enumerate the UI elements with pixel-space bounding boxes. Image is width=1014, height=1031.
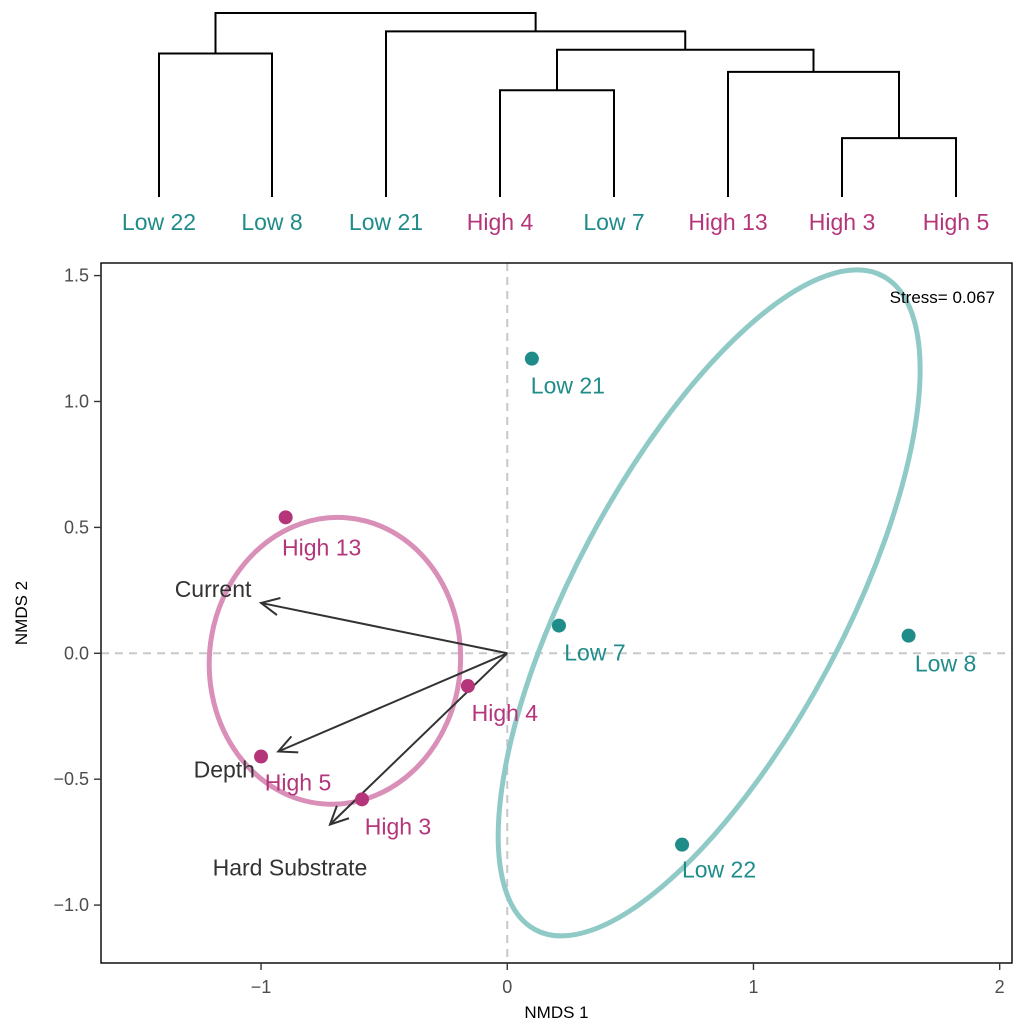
site-point: [460, 679, 475, 694]
stress-annotation: Stress= 0.067: [890, 288, 995, 307]
site-point: [901, 628, 916, 643]
site-point-label: Low 21: [531, 373, 605, 399]
vector-arrowhead: [328, 805, 350, 827]
y-tick-label: 1.0: [64, 391, 89, 411]
ellipse-high: [206, 514, 464, 807]
site-point-label: High 13: [282, 534, 361, 560]
environmental-vectors: Current Depth Hard Substrate: [175, 576, 508, 881]
site-point-label: High 3: [365, 813, 431, 839]
dendrogram-branch: [556, 48, 815, 91]
x-tick-label: 1: [748, 977, 758, 997]
vector-label: Depth: [194, 756, 255, 782]
dendrogram-branch: [214, 12, 537, 54]
ordination-plot: Current Depth Hard Substrate Low 21 High 13…: [12, 262, 1013, 1022]
dendrogram-branch: [727, 70, 900, 197]
site-point-label: Low 8: [915, 651, 976, 677]
y-tick-label: −0.5: [53, 769, 89, 789]
site-point: [675, 837, 690, 852]
vector-arrowhead: [276, 735, 299, 754]
vector-label: Current: [175, 576, 252, 602]
x-tick-label: 2: [995, 977, 1005, 997]
site-point: [524, 351, 539, 366]
dendrogram-branch: [158, 52, 273, 197]
y-tick-label: 0.0: [64, 643, 89, 663]
dendrogram-leaf-label: Low 21: [349, 209, 423, 235]
plot-panel-border: [100, 262, 1013, 964]
dendrogram-leaf-label: High 4: [467, 209, 534, 235]
x-tick-label: 0: [502, 977, 512, 997]
dendrogram-branch: [385, 30, 687, 197]
vector-arrow: [277, 652, 508, 753]
vector-arrowhead: [258, 597, 281, 616]
site-point: [278, 510, 293, 525]
site-point: [354, 792, 369, 807]
site-point-label: High 4: [472, 700, 539, 726]
reference-lines: [101, 263, 1012, 963]
dendrogram-leaf-label: Low 8: [241, 209, 302, 235]
site-point-label: High 5: [265, 770, 331, 796]
site-point-label: Low 7: [564, 640, 625, 666]
x-axis-label: NMDS 1: [524, 1003, 588, 1022]
y-tick-label: −1.0: [53, 895, 89, 915]
dendrogram-leaf-label: High 5: [923, 209, 989, 235]
site-point-label: Low 22: [682, 857, 756, 883]
ellipse-low: [495, 267, 923, 939]
group-ellipses: [206, 267, 923, 939]
y-axis-label: NMDS 2: [12, 581, 31, 645]
dendrogram-leaf-label: High 3: [809, 209, 875, 235]
site-point: [551, 618, 566, 633]
y-tick-label: 1.5: [64, 266, 89, 286]
axes: −1 0 1 2 −1.0 −0.5 0.0 0.5 1.0 1.5: [53, 266, 1004, 997]
site-point: [254, 749, 269, 764]
vector-label: Hard Substrate: [213, 855, 368, 881]
dendrogram-branch: [499, 89, 615, 197]
y-tick-label: 0.5: [64, 517, 89, 537]
x-tick-label: −1: [251, 977, 272, 997]
dendrogram-leaf-label: Low 22: [122, 209, 196, 235]
vector-arrow: [260, 601, 508, 655]
dendrogram-leaf-label: High 13: [688, 209, 767, 235]
dendrogram-branch: [841, 137, 957, 197]
dendrogram: Low 22 Low 8 Low 21 High 4 Low 7 High 13 High …: [122, 12, 989, 235]
site-points: Low 21 High 13 Low 7 Low 8 High 4 High 5 High …: [254, 351, 976, 883]
dendrogram-leaf-label: Low 7: [583, 209, 644, 235]
